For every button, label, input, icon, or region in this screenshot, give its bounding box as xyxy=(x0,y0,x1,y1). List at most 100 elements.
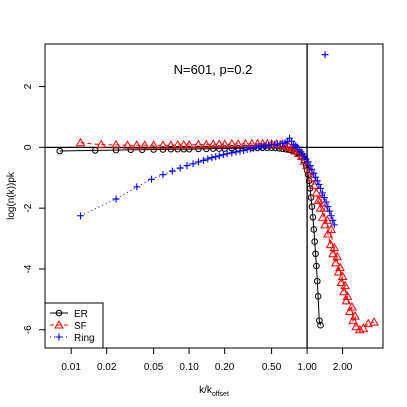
data-point-sf xyxy=(139,140,150,149)
series-ring xyxy=(77,51,338,229)
data-point-ring xyxy=(219,151,227,159)
x-tick-label: 0.05 xyxy=(144,362,164,373)
y-tick-label: -6 xyxy=(23,325,34,334)
data-point-sf xyxy=(369,317,379,326)
data-point-sf xyxy=(333,266,344,276)
data-point-er xyxy=(159,146,167,153)
data-point-sf xyxy=(178,139,189,149)
data-point-er xyxy=(307,194,315,201)
x-tick-label: 0.10 xyxy=(179,362,199,373)
data-point-sf xyxy=(328,248,338,258)
data-point-sf xyxy=(351,321,361,331)
data-point-er xyxy=(91,147,99,154)
series-sf xyxy=(75,137,379,334)
data-point-ring xyxy=(232,148,240,156)
data-point-ring xyxy=(304,158,312,166)
series-line-sf xyxy=(80,142,375,331)
data-point-sf xyxy=(165,140,176,149)
x-tick-label: 0.50 xyxy=(262,362,282,373)
data-point-ring xyxy=(148,175,156,183)
legend-label: SF xyxy=(74,321,87,332)
legend-box xyxy=(44,302,104,349)
data-point-ring xyxy=(326,207,334,215)
data-point-er xyxy=(185,145,193,153)
legend-marker xyxy=(54,319,64,329)
data-point-ring xyxy=(246,145,254,153)
data-point-er xyxy=(308,203,316,210)
series-layer xyxy=(56,51,379,334)
data-point-sf xyxy=(323,228,333,238)
y-axis-label: log(n(k))pk xyxy=(6,171,17,220)
data-point-er xyxy=(221,145,228,152)
data-point-sf xyxy=(335,262,345,271)
data-point-sf xyxy=(347,301,357,311)
data-point-sf xyxy=(320,219,330,229)
data-point-ring xyxy=(159,171,167,179)
data-point-er xyxy=(313,262,320,270)
y-tick-label: -4 xyxy=(23,264,34,273)
y-axis: -6 -4 -2 0 2 xyxy=(23,83,46,334)
data-point-er xyxy=(150,146,157,153)
data-point-ring xyxy=(320,194,328,202)
data-point-ring xyxy=(240,146,248,154)
data-point-ring xyxy=(236,147,244,155)
data-point-sf xyxy=(337,271,348,281)
data-point-sf xyxy=(240,138,251,148)
x-axis: 0.01 0.02 0.05 0.10 0.20 0.50 1.00 2.00 xyxy=(61,347,353,373)
data-point-er xyxy=(203,145,210,153)
data-point-sf xyxy=(354,324,365,334)
data-point-er xyxy=(112,146,120,154)
data-point-sf xyxy=(311,187,322,197)
data-point-ring xyxy=(228,149,236,157)
data-point-sf xyxy=(201,139,212,149)
x-tick-label: 0.02 xyxy=(97,362,117,373)
data-point-ring xyxy=(215,152,223,160)
data-point-ring xyxy=(168,167,176,175)
data-point-er xyxy=(316,317,323,324)
data-point-sf xyxy=(319,203,330,212)
data-point-sf xyxy=(208,139,219,148)
data-point-sf xyxy=(341,295,352,305)
plot-frame xyxy=(44,43,384,349)
x-tick-label: 1.00 xyxy=(297,362,317,373)
data-point-ring xyxy=(308,165,316,173)
data-point-sf xyxy=(322,215,333,224)
data-point-ring xyxy=(321,51,329,59)
data-point-ring xyxy=(324,203,332,211)
data-point-sf xyxy=(283,141,294,151)
data-point-er xyxy=(259,144,266,151)
data-point-ring xyxy=(317,184,325,192)
data-point-sf xyxy=(219,139,230,148)
data-point-er xyxy=(312,250,319,258)
data-point-er xyxy=(167,145,175,153)
data-point-ring xyxy=(312,173,320,181)
data-point-er xyxy=(317,321,324,329)
data-point-sf xyxy=(325,239,336,249)
data-point-ring xyxy=(329,216,337,224)
data-point-sf xyxy=(316,194,327,203)
legend-label: Ring xyxy=(74,333,95,344)
data-point-sf xyxy=(214,139,225,148)
data-point-ring xyxy=(322,198,330,206)
data-point-ring xyxy=(313,177,321,185)
data-point-ring xyxy=(212,153,220,161)
data-point-ring xyxy=(306,162,314,170)
data-point-er xyxy=(314,293,322,300)
data-point-ring xyxy=(199,156,207,164)
data-point-sf xyxy=(332,251,343,261)
data-point-sf xyxy=(193,139,204,149)
data-point-sf xyxy=(344,306,355,316)
x-axis-label: k/koffset xyxy=(199,385,229,398)
data-point-sf xyxy=(75,137,86,147)
chart-title: N=601, p=0.2 xyxy=(174,62,253,77)
data-point-ring xyxy=(327,212,335,220)
data-point-sf xyxy=(358,323,369,332)
data-point-sf xyxy=(96,139,107,149)
data-point-sf xyxy=(342,291,353,300)
x-axis-label-main: k/k xyxy=(199,385,213,396)
data-point-sf xyxy=(226,139,237,148)
data-point-sf xyxy=(111,139,121,149)
data-point-sf xyxy=(339,286,349,296)
data-point-er xyxy=(311,238,318,245)
